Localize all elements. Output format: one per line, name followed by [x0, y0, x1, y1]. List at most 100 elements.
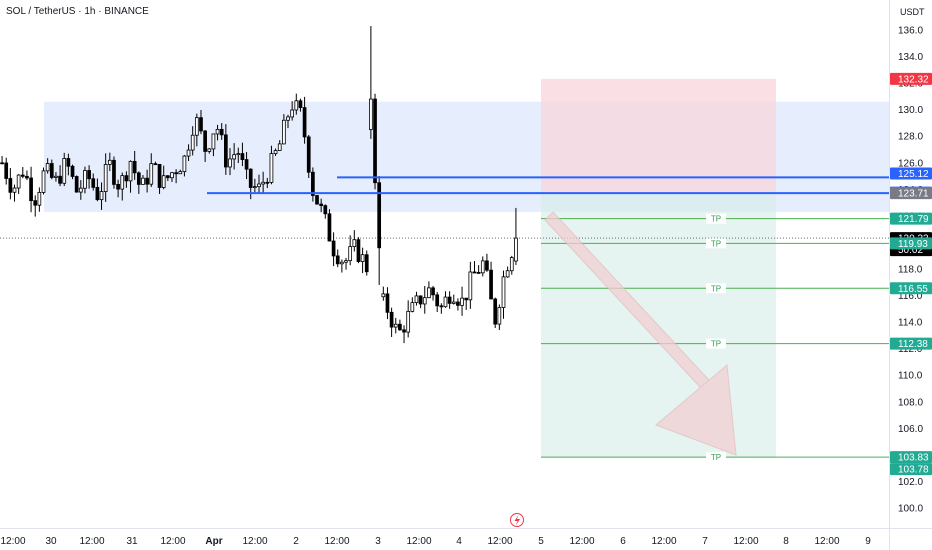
candle-body: [232, 154, 236, 160]
price-badge-103.78: [890, 463, 932, 476]
time-tick: 31: [126, 536, 138, 547]
price-badge-125.12: [890, 167, 932, 180]
tp-label-bg-5: [706, 452, 726, 463]
candle-body: [352, 239, 357, 248]
candle-body: [149, 163, 154, 185]
candle-body: [402, 329, 406, 333]
tp-label-bg-4: [706, 338, 726, 349]
candle-body: [240, 153, 245, 160]
candle-body: [468, 271, 473, 301]
tp-label-4: TP: [711, 340, 721, 349]
price-tick: 118.0: [898, 265, 923, 276]
candle-body: [315, 195, 319, 205]
candle-body: [290, 109, 295, 118]
candle-body: [335, 255, 340, 265]
candle-body: [116, 184, 120, 190]
candle-body: [174, 172, 178, 175]
price-tick: 106.0: [898, 424, 923, 435]
candle-body: [265, 181, 270, 184]
candle-body: [435, 294, 440, 307]
candle-body: [319, 203, 324, 207]
candle-body: [87, 170, 91, 180]
candle-body: [294, 100, 299, 111]
candle-body: [248, 168, 253, 188]
candle-body: [369, 98, 373, 130]
candle-body: [211, 133, 216, 150]
projection-arrow: [544, 211, 737, 456]
candle-body: [253, 186, 257, 189]
candle-body: [223, 134, 228, 168]
candle-body: [203, 130, 207, 152]
time-tick: 12:00: [487, 536, 512, 547]
lightning-icon[interactable]: [510, 513, 524, 527]
candle-body: [286, 116, 290, 121]
candle-body: [66, 158, 71, 167]
candle-body: [418, 295, 423, 305]
candle-body: [20, 174, 25, 177]
candle-body: [78, 187, 83, 193]
candle-body: [282, 119, 286, 145]
candle-body: [269, 153, 274, 183]
tp-label-5: TP: [711, 453, 721, 462]
candle-body: [414, 295, 419, 304]
candle-body: [431, 287, 435, 296]
time-tick: 9: [865, 536, 871, 547]
lightning-icon-bolt: [514, 515, 520, 526]
candle-body: [25, 175, 29, 179]
stop-loss-zone: [541, 78, 776, 193]
candle-body: [70, 165, 75, 177]
candle-body: [493, 298, 498, 325]
currency-label: USDT: [900, 7, 925, 17]
time-tick: 5: [538, 536, 544, 547]
time-tick: 7: [702, 536, 708, 547]
candle-body: [476, 272, 481, 274]
tp-label-2: TP: [711, 239, 721, 248]
time-tick: 3: [375, 536, 381, 547]
candle-body: [377, 182, 382, 249]
candle-body: [360, 254, 365, 262]
candle-body: [356, 239, 361, 262]
time-tick: 6: [620, 536, 626, 547]
candle-body: [182, 155, 187, 173]
candle-body: [464, 297, 469, 301]
candle-body: [480, 260, 485, 274]
candle-body: [398, 323, 402, 331]
price-badge-text: 103.83: [898, 453, 929, 464]
candle-body: [37, 192, 42, 206]
candle-body: [261, 181, 265, 185]
candle-body: [364, 254, 369, 273]
candle-body: [340, 261, 344, 265]
time-tick: 12:00: [324, 536, 349, 547]
price-tick: 112.0: [898, 344, 923, 355]
candle-body: [74, 176, 79, 193]
candle-body: [136, 172, 141, 185]
candles: [0, 26, 518, 344]
candle-body: [410, 302, 415, 312]
time-tick: 12:00: [160, 536, 185, 547]
time-tick: 12:00: [651, 536, 676, 547]
price-badge-text: 125.12: [898, 169, 929, 180]
candle-body: [215, 128, 220, 135]
candle-body: [4, 162, 9, 179]
price-tick: 136.0: [898, 26, 923, 37]
price-badge-132.32: [890, 72, 932, 85]
price-badge-text: 123.71: [898, 189, 929, 200]
time-tick: 8: [783, 536, 789, 547]
candle-body: [505, 270, 510, 278]
candle-body: [33, 200, 38, 206]
candle-body: [439, 305, 444, 308]
tp-label-bg-1: [706, 213, 726, 224]
candle-body: [273, 150, 278, 154]
candle-body: [373, 98, 377, 184]
candle-body: [298, 100, 303, 108]
price-badge-text: 116.55: [898, 284, 928, 295]
candle-body: [489, 269, 493, 300]
price-tick: 130.0: [898, 105, 923, 116]
price-tick: 102.0: [898, 477, 923, 488]
time-tick: Apr: [205, 536, 222, 547]
candle-body: [509, 257, 514, 272]
price-badge-112.38: [890, 337, 932, 350]
candle-body: [311, 171, 315, 196]
time-tick: 2: [293, 536, 299, 547]
